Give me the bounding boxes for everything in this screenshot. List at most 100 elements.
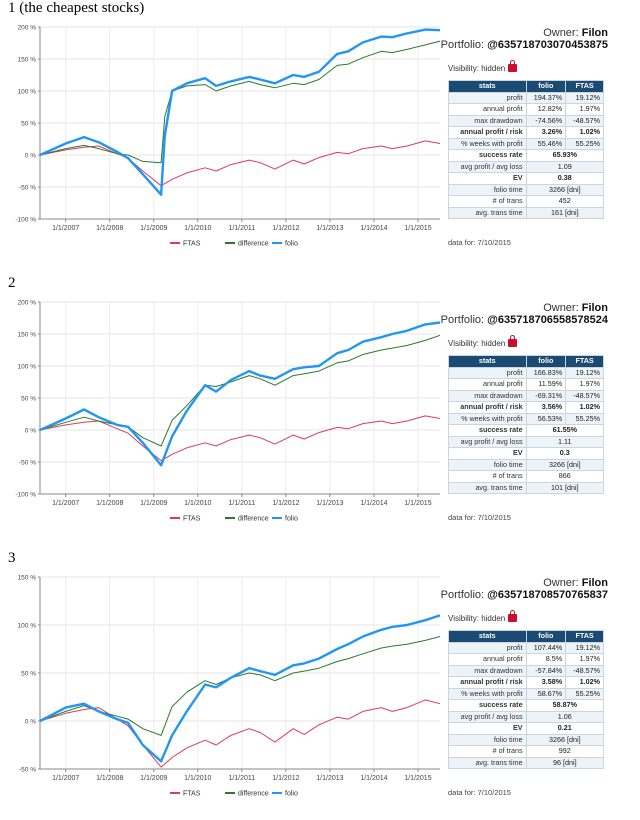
stats-label: profit bbox=[448, 366, 527, 379]
stats-label: profit bbox=[448, 641, 527, 654]
stats-folio-value: 1.06 bbox=[525, 710, 605, 723]
stats-label: avg. trans time bbox=[448, 481, 527, 494]
stats-row: % weeks with profit 58.67% 55.25% bbox=[448, 687, 604, 700]
stats-ftas-value: 1.02% bbox=[565, 676, 604, 689]
x-tick-label: 1/1/2011 bbox=[228, 775, 255, 782]
chart-section: 2 -100 % -50 % 0 % 50 % 100 % 150 % 200 % 1/1/20… bbox=[0, 275, 640, 545]
owner-label: Owner: bbox=[543, 302, 579, 314]
stats-label: annual profit bbox=[448, 378, 527, 391]
stats-label: success rate bbox=[448, 424, 527, 437]
x-tick-label: 1/1/2014 bbox=[360, 225, 387, 232]
x-tick-label: 1/1/2015 bbox=[404, 775, 431, 782]
portfolio-label: Portfolio: bbox=[440, 589, 485, 601]
stats-row: folio time 3266 [dni] bbox=[448, 183, 605, 196]
visibility-line: Visibility: hidden bbox=[448, 610, 518, 623]
x-tick-label: 1/1/2010 bbox=[184, 775, 211, 782]
legend-label[interactable]: folio bbox=[285, 241, 298, 248]
data-date: data for: 7/10/2015 bbox=[448, 238, 511, 247]
legend-label[interactable]: difference bbox=[238, 791, 269, 798]
portfolio-line: Portfolio: @635718706558578524 bbox=[441, 314, 608, 326]
visibility-text: Visibility: hidden bbox=[448, 614, 506, 623]
stats-folio-value: 866 bbox=[525, 470, 605, 483]
stats-row: avg profit / avg loss 1.11 bbox=[448, 435, 605, 448]
stats-ftas-value: 1.97% bbox=[565, 103, 604, 116]
data-date: data for: 7/10/2015 bbox=[448, 788, 511, 797]
stats-label: # of trans bbox=[448, 195, 527, 208]
portfolio-id[interactable]: @635718708570765837 bbox=[487, 589, 608, 601]
lock-icon[interactable] bbox=[508, 335, 518, 347]
x-tick-label: 1/1/2010 bbox=[184, 225, 211, 232]
stats-label: avg profit / avg loss bbox=[448, 710, 527, 723]
stats-folio-value: 194.37% bbox=[525, 91, 567, 104]
section-title: 3 bbox=[8, 550, 16, 566]
x-tick-label: 1/1/2009 bbox=[140, 225, 167, 232]
stats-label: avg profit / avg loss bbox=[448, 160, 527, 173]
stats-folio-value: 452 bbox=[525, 195, 605, 208]
stats-row: EV 0.21 bbox=[448, 722, 605, 735]
x-tick-label: 1/1/2013 bbox=[316, 775, 343, 782]
stats-row: profit 107.44% 19.12% bbox=[448, 641, 604, 654]
stats-row: profit 194.37% 19.12% bbox=[448, 91, 604, 104]
lock-icon[interactable] bbox=[508, 60, 518, 72]
stats-label: EV bbox=[448, 722, 527, 735]
stats-header-row: stats folio FTAS bbox=[448, 80, 604, 93]
legend-label[interactable]: FTAS bbox=[183, 241, 201, 248]
y-tick-label: 100 % bbox=[18, 89, 37, 96]
stats-row: % weeks with profit 56.53% 55.25% bbox=[448, 412, 604, 425]
stats-folio-value: 3.26% bbox=[525, 126, 567, 139]
stats-folio-value: 992 bbox=[525, 745, 605, 758]
stats-folio-value: 1.11 bbox=[525, 435, 605, 448]
legend-label[interactable]: folio bbox=[285, 791, 298, 798]
stats-ftas-value: 55.25% bbox=[565, 412, 604, 425]
stats-label: annual profit / risk bbox=[448, 401, 527, 414]
stats-folio-value: -57.84% bbox=[525, 664, 567, 677]
x-tick-label: 1/1/2012 bbox=[272, 775, 299, 782]
data-date: data for: 7/10/2015 bbox=[448, 513, 511, 522]
stats-label: EV bbox=[448, 447, 527, 460]
stats-folio-value: 11.59% bbox=[525, 378, 567, 391]
y-tick-label: 150 % bbox=[18, 332, 37, 339]
stats-label: folio time bbox=[448, 458, 527, 471]
stats-label: profit bbox=[448, 91, 527, 104]
portfolio-id[interactable]: @635718706558578524 bbox=[487, 314, 608, 326]
y-tick-label: 200 % bbox=[18, 25, 37, 32]
x-tick-label: 1/1/2010 bbox=[184, 500, 211, 507]
x-tick-label: 1/1/2013 bbox=[316, 225, 343, 232]
stats-ftas-value: -48.57% bbox=[565, 389, 604, 402]
legend-label[interactable]: difference bbox=[238, 241, 269, 248]
y-tick-label: 0 % bbox=[25, 428, 36, 435]
legend-label[interactable]: FTAS bbox=[183, 791, 201, 798]
stats-row: annual profit 12.82% 1.97% bbox=[448, 103, 604, 116]
stats-folio-value: 56.53% bbox=[525, 412, 567, 425]
legend-label[interactable]: folio bbox=[285, 516, 298, 523]
stats-header-cell: stats bbox=[448, 80, 527, 93]
stats-table: stats folio FTAS profit 194.37% 19.12% annual … bbox=[448, 80, 605, 219]
series-line-folio bbox=[39, 614, 441, 763]
y-tick-label: 0 % bbox=[25, 719, 36, 726]
owner-name[interactable]: Filon bbox=[581, 27, 608, 39]
owner-name[interactable]: Filon bbox=[581, 577, 608, 589]
stats-folio-value: 12.82% bbox=[525, 103, 567, 116]
stats-ftas-value: 19.12% bbox=[565, 91, 604, 104]
stats-header-row: stats folio FTAS bbox=[448, 630, 604, 643]
series-line-ftas bbox=[39, 699, 441, 768]
stats-label: # of trans bbox=[448, 745, 527, 758]
stats-folio-value: 3266 [dni] bbox=[525, 733, 605, 746]
stats-row: % weeks with profit 55.46% 55.25% bbox=[448, 137, 604, 150]
visibility-line: Visibility: hidden bbox=[448, 335, 518, 348]
x-tick-label: 1/1/2014 bbox=[360, 775, 387, 782]
stats-header-cell: stats bbox=[448, 630, 527, 643]
portfolio-id[interactable]: @635718703070453875 bbox=[487, 39, 608, 51]
owner-name[interactable]: Filon bbox=[581, 302, 608, 314]
stats-folio-value: 101 [dni] bbox=[525, 481, 605, 494]
series-line-folio bbox=[39, 321, 441, 467]
owner-label: Owner: bbox=[543, 577, 579, 589]
stats-folio-value: 8.5% bbox=[525, 653, 567, 666]
stats-folio-value: 65.93% bbox=[525, 149, 605, 162]
legend-label[interactable]: difference bbox=[238, 516, 269, 523]
stats-header-row: stats folio FTAS bbox=[448, 355, 604, 368]
stats-row: annual profit / risk 3.56% 1.02% bbox=[448, 401, 604, 414]
legend-label[interactable]: FTAS bbox=[183, 516, 201, 523]
lock-icon[interactable] bbox=[508, 610, 518, 622]
owner-line: Owner: Filon bbox=[543, 302, 608, 314]
